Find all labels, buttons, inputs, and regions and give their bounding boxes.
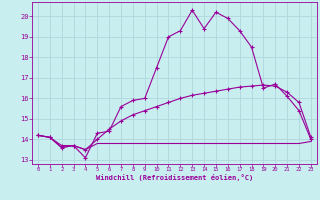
X-axis label: Windchill (Refroidissement éolien,°C): Windchill (Refroidissement éolien,°C) — [96, 174, 253, 181]
